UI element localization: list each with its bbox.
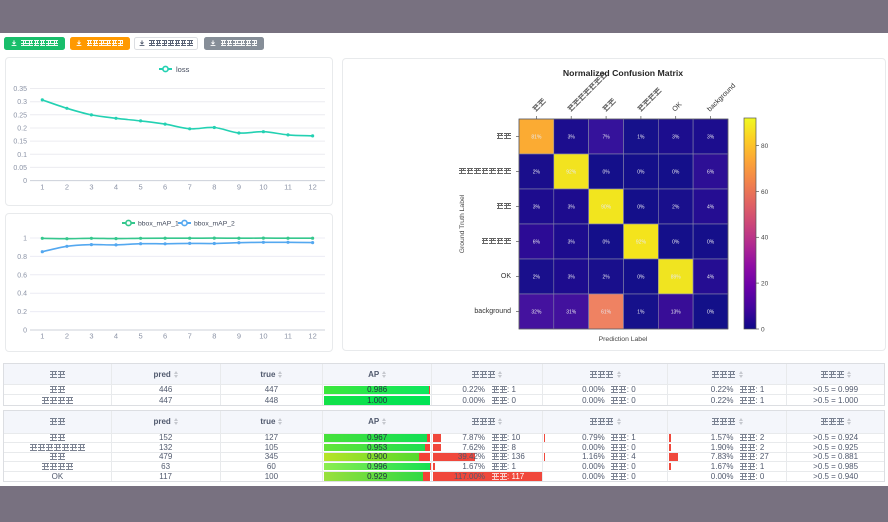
svg-text:2%: 2% xyxy=(602,274,610,280)
svg-text:6%: 6% xyxy=(533,239,541,245)
svg-text:0.15: 0.15 xyxy=(13,139,27,146)
svg-text:3%: 3% xyxy=(568,204,576,210)
svg-text:0.8: 0.8 xyxy=(17,254,27,261)
svg-text:3: 3 xyxy=(89,332,93,341)
svg-text:3%: 3% xyxy=(568,274,576,280)
svg-text:bbox_mAP_2: bbox_mAP_2 xyxy=(194,221,235,228)
svg-text:11: 11 xyxy=(284,332,292,341)
svg-text:0%: 0% xyxy=(602,239,610,245)
svg-text:3%: 3% xyxy=(707,134,715,140)
svg-text:0.2: 0.2 xyxy=(17,126,27,133)
svg-text:20: 20 xyxy=(761,281,769,288)
svg-text:bbox_mAP_1: bbox_mAP_1 xyxy=(138,221,179,228)
svg-text:Normalized Confusion Matrix: Normalized Confusion Matrix xyxy=(563,68,683,78)
svg-text:0.4: 0.4 xyxy=(17,291,27,298)
svg-text:0.2: 0.2 xyxy=(17,309,27,316)
svg-text:2%: 2% xyxy=(533,274,541,280)
svg-text:6%: 6% xyxy=(707,169,715,175)
svg-text:5: 5 xyxy=(139,332,143,341)
svg-text:92%: 92% xyxy=(636,239,647,245)
svg-text:3%: 3% xyxy=(672,134,680,140)
svg-text:1: 1 xyxy=(23,236,27,243)
svg-text:12: 12 xyxy=(308,183,316,192)
svg-text:1%: 1% xyxy=(637,309,645,315)
svg-text:40: 40 xyxy=(761,235,769,242)
svg-text:0%: 0% xyxy=(637,204,645,210)
svg-text:6: 6 xyxy=(163,332,167,341)
svg-text:0.6: 0.6 xyxy=(17,272,27,279)
svg-text:2: 2 xyxy=(65,332,69,341)
svg-text:0%: 0% xyxy=(637,169,645,175)
svg-text:4: 4 xyxy=(114,183,118,192)
svg-text:10: 10 xyxy=(259,332,267,341)
svg-text:5: 5 xyxy=(139,183,143,192)
svg-text:3%: 3% xyxy=(568,239,576,245)
svg-text:0.05: 0.05 xyxy=(13,165,27,172)
svg-text:7%: 7% xyxy=(602,134,610,140)
svg-text:3%: 3% xyxy=(533,204,541,210)
svg-text:1: 1 xyxy=(40,183,44,192)
svg-text:2%: 2% xyxy=(533,169,541,175)
svg-text:0.1: 0.1 xyxy=(17,152,27,159)
svg-text:4: 4 xyxy=(114,332,118,341)
svg-text:61%: 61% xyxy=(601,309,612,315)
svg-text:11: 11 xyxy=(284,183,292,192)
svg-text:9: 9 xyxy=(237,332,241,341)
svg-text:0: 0 xyxy=(23,178,27,185)
svg-text:2: 2 xyxy=(65,183,69,192)
svg-text:0%: 0% xyxy=(707,239,715,245)
svg-text:loss: loss xyxy=(176,65,190,74)
svg-text:9: 9 xyxy=(237,183,241,192)
svg-text:81%: 81% xyxy=(531,134,542,140)
svg-text:7: 7 xyxy=(188,332,192,341)
svg-text:Ground Truth Label: Ground Truth Label xyxy=(459,194,466,253)
svg-text:32%: 32% xyxy=(531,309,542,315)
svg-text:0: 0 xyxy=(761,326,765,333)
svg-text:0.3: 0.3 xyxy=(17,99,27,106)
svg-text:13%: 13% xyxy=(671,309,682,315)
svg-text:10: 10 xyxy=(259,183,267,192)
svg-text:7: 7 xyxy=(188,183,192,192)
svg-text:0.35: 0.35 xyxy=(13,86,27,93)
svg-text:1%: 1% xyxy=(637,134,645,140)
svg-text:4%: 4% xyxy=(707,204,715,210)
svg-text:0.25: 0.25 xyxy=(13,112,27,119)
svg-text:92%: 92% xyxy=(566,169,577,175)
svg-text:0%: 0% xyxy=(672,169,680,175)
svg-text:0%: 0% xyxy=(672,239,680,245)
svg-text:0%: 0% xyxy=(707,309,715,315)
svg-text:80: 80 xyxy=(761,143,769,150)
svg-text:3: 3 xyxy=(89,183,93,192)
svg-text:1: 1 xyxy=(40,332,44,341)
svg-text:31%: 31% xyxy=(566,309,577,315)
svg-text:8: 8 xyxy=(212,183,216,192)
svg-text:0: 0 xyxy=(23,328,27,335)
svg-text:90%: 90% xyxy=(601,204,612,210)
svg-text:6: 6 xyxy=(163,183,167,192)
svg-text:2%: 2% xyxy=(672,204,680,210)
svg-text:Prediction Label: Prediction Label xyxy=(599,336,648,343)
svg-text:3%: 3% xyxy=(568,134,576,140)
svg-text:0%: 0% xyxy=(602,169,610,175)
svg-text:89%: 89% xyxy=(671,274,682,280)
svg-text:4%: 4% xyxy=(707,274,715,280)
svg-text:12: 12 xyxy=(308,332,316,341)
svg-text:8: 8 xyxy=(212,332,216,341)
svg-text:60: 60 xyxy=(761,189,769,196)
svg-text:0%: 0% xyxy=(637,274,645,280)
